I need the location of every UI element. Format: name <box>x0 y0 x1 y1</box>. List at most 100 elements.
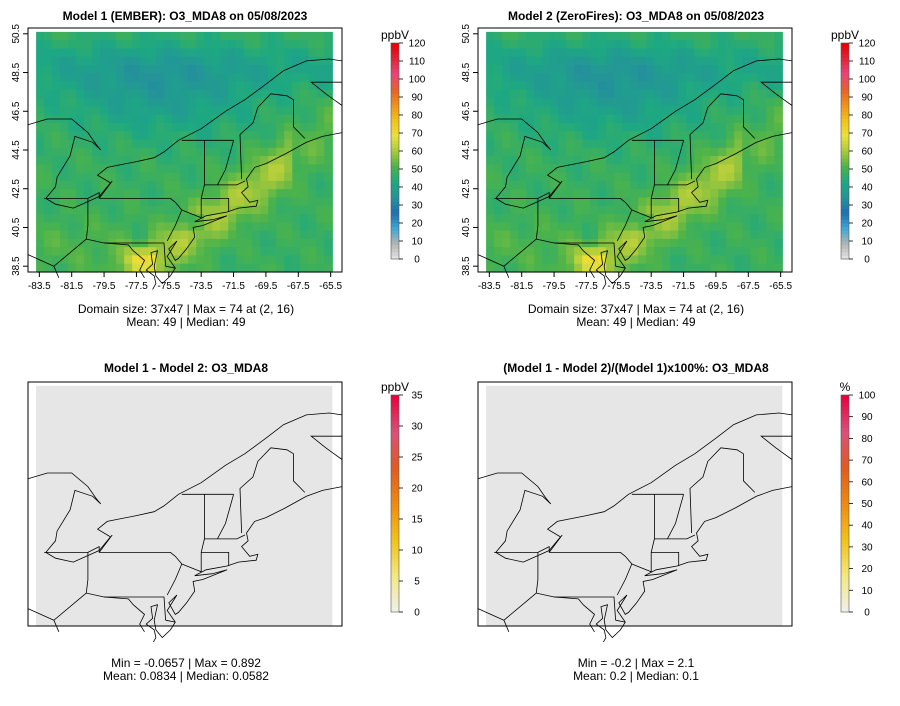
colorbar-tick-label: 10 <box>411 546 423 557</box>
colorbar-swatch <box>391 169 399 174</box>
panel4-map: 0 10 20 30 40 50 60 70 80 90 100% <box>477 380 876 642</box>
colorbar-swatch <box>391 125 399 130</box>
colorbar-swatch <box>841 233 849 238</box>
state-border <box>165 619 176 623</box>
colorbar-swatch <box>841 104 849 109</box>
coastline-gaspe <box>310 81 343 106</box>
colorbar-swatch <box>841 409 849 414</box>
colorbar-swatch <box>391 427 399 432</box>
colorbar-swatch <box>841 575 849 580</box>
colorbar-tick-label: 40 <box>861 521 873 532</box>
x-tick-label: -71.5 <box>222 281 245 292</box>
colorbar-swatch <box>841 140 849 145</box>
ozone-field <box>486 31 783 273</box>
coastline-north <box>477 58 793 209</box>
x-tick-label: -73.5 <box>190 281 213 292</box>
colorbar-swatch <box>391 452 399 457</box>
colorbar-swatch <box>391 79 399 84</box>
state-border <box>548 180 563 199</box>
colorbar-swatch <box>841 215 849 220</box>
x-tick-label: -71.5 <box>672 281 695 292</box>
colorbar-tick-label: 50 <box>861 499 873 510</box>
colorbar-swatch <box>391 129 399 134</box>
colorbar-tick-label: 30 <box>411 422 423 433</box>
colorbar-swatch <box>391 147 399 152</box>
colorbar-swatch <box>841 172 849 177</box>
x-tick-label: -65.5 <box>319 281 342 292</box>
colorbar-swatch <box>391 172 399 177</box>
colorbar-swatch <box>391 478 399 483</box>
colorbar-swatch <box>841 510 849 515</box>
colorbar-swatch <box>841 489 849 494</box>
colorbar-swatch <box>391 190 399 195</box>
colorbar-swatch <box>391 226 399 231</box>
colorbar-unit: ppbV <box>381 28 409 42</box>
colorbar-swatch <box>841 503 849 508</box>
colorbar-swatch <box>391 579 399 584</box>
colorbar-swatch <box>391 161 399 166</box>
colorbar-swatch <box>841 434 849 439</box>
state-border <box>87 191 183 242</box>
colorbar-tick-label: 10 <box>411 237 423 248</box>
colorbar-swatch <box>841 507 849 512</box>
state-border <box>217 494 234 540</box>
colorbar: 0 10 20 30 40 50 60 70 80 90 100% <box>840 380 876 619</box>
coastline-atlantic <box>595 132 793 290</box>
colorbar-unit: % <box>840 380 851 394</box>
colorbar-swatch <box>841 179 849 184</box>
plot-frame <box>477 381 793 627</box>
colorbar-swatch <box>391 118 399 123</box>
state-border <box>654 180 696 186</box>
map-boundaries <box>27 412 343 642</box>
colorbar-swatch <box>391 431 399 436</box>
colorbar-swatch <box>841 492 849 497</box>
colorbar-swatch <box>391 223 399 228</box>
colorbar-tick-label: 30 <box>861 542 873 553</box>
colorbar-swatch <box>841 456 849 461</box>
y-tick-label: 44.5 <box>11 140 22 160</box>
colorbar-swatch <box>391 111 399 116</box>
colorbar-swatch <box>841 514 849 519</box>
colorbar-swatch <box>841 550 849 555</box>
state-border <box>537 545 633 596</box>
colorbar-swatch <box>391 53 399 58</box>
state-border <box>98 180 113 199</box>
colorbar-swatch <box>841 165 849 170</box>
colorbar-swatch <box>391 201 399 206</box>
panel1-stats-line2: Mean: 49 | Median: 49 <box>126 315 246 329</box>
x-tick-label: -81.5 <box>510 281 533 292</box>
colorbar-swatch <box>391 64 399 69</box>
colorbar-swatch <box>841 212 849 217</box>
colorbar-swatch <box>841 68 849 73</box>
y-tick-label: 46.5 <box>461 101 472 121</box>
x-tick-label: -81.5 <box>60 281 83 292</box>
colorbar-swatch <box>841 46 849 51</box>
colorbar-swatch <box>391 438 399 443</box>
colorbar-tick-label: 30 <box>861 201 873 212</box>
colorbar-swatch <box>841 583 849 588</box>
y-tick-label: 42.5 <box>11 179 22 199</box>
x-tick-label: -69.5 <box>705 281 728 292</box>
colorbar-swatch <box>391 107 399 112</box>
colorbar-swatch <box>391 165 399 170</box>
panel1-stats-line1: Domain size: 37x47 | Max = 74 at (2, 16) <box>77 302 295 316</box>
colorbar-swatch <box>841 579 849 584</box>
colorbar-swatch <box>391 100 399 105</box>
colorbar-swatch <box>841 118 849 123</box>
colorbar-swatch <box>841 187 849 192</box>
colorbar-swatch <box>391 237 399 242</box>
state-border <box>87 545 183 596</box>
colorbar-swatch <box>841 470 849 476</box>
state-border <box>98 534 113 553</box>
y-tick-label: 44.5 <box>461 140 472 160</box>
colorbar-swatch <box>841 590 849 595</box>
colorbar-tick-label: 20 <box>861 564 873 575</box>
y-tick-label: 42.5 <box>461 179 472 199</box>
colorbar-swatch <box>391 75 399 80</box>
state-border <box>554 596 595 633</box>
colorbar-swatch <box>841 147 849 152</box>
state-border <box>548 534 563 553</box>
colorbar-swatch <box>841 97 849 102</box>
colorbar-swatch <box>841 528 849 533</box>
